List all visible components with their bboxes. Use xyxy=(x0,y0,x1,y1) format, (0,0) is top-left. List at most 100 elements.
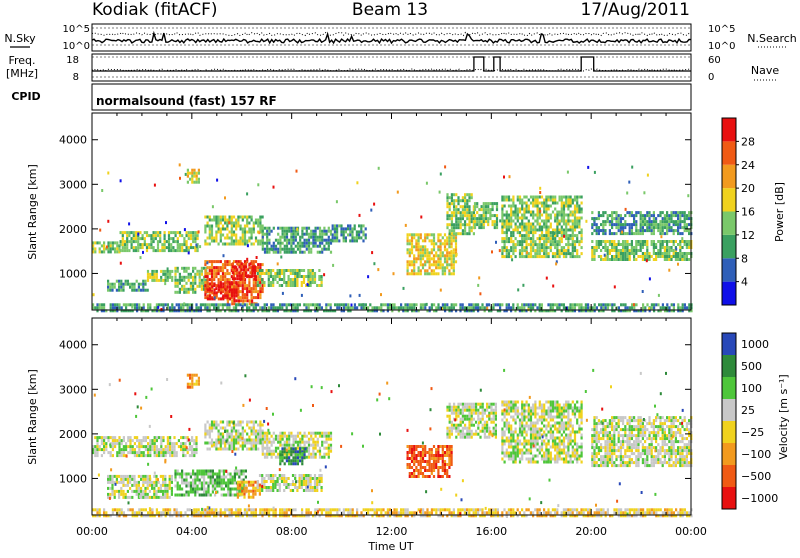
range-gate-cell xyxy=(422,254,424,257)
range-gate-cell xyxy=(532,255,534,258)
range-gate-cell xyxy=(444,272,446,275)
range-gate-cell xyxy=(567,205,569,208)
range-gate-cell xyxy=(359,294,361,297)
range-gate-cell xyxy=(160,448,162,451)
range-gate-cell xyxy=(411,263,413,266)
range-gate-cell xyxy=(655,255,657,258)
range-gate-cell xyxy=(552,199,554,202)
range-gate-cell xyxy=(196,172,198,175)
range-gate-cell xyxy=(578,231,580,234)
range-gate-cell xyxy=(199,245,201,248)
range-gate-cell xyxy=(673,303,675,306)
range-gate-cell xyxy=(501,303,503,306)
range-gate-cell xyxy=(446,254,448,257)
range-gate-cell xyxy=(574,217,576,220)
range-gate-cell xyxy=(179,249,181,252)
range-gate-cell xyxy=(170,249,172,252)
range-gate-cell xyxy=(574,246,576,249)
range-gate-cell xyxy=(326,453,328,456)
range-gate-cell xyxy=(526,255,528,258)
range-gate-cell xyxy=(226,436,228,439)
range-gate-cell xyxy=(310,284,312,287)
range-gate-cell xyxy=(162,454,164,457)
range-gate-cell xyxy=(563,211,565,214)
range-gate-cell xyxy=(555,262,557,265)
range-gate-cell xyxy=(451,306,453,309)
range-gate-cell xyxy=(635,249,637,252)
range-gate-cell xyxy=(449,232,451,235)
range-gate-cell xyxy=(501,214,503,217)
range-gate-cell xyxy=(550,226,552,229)
range-gate-cell xyxy=(213,260,215,263)
range-gate-cell xyxy=(548,214,550,217)
range-gate-cell xyxy=(212,205,214,208)
range-gate-cell xyxy=(262,441,264,444)
range-gate-cell xyxy=(578,217,580,220)
range-gate-cell xyxy=(664,214,666,217)
range-gate-cell xyxy=(160,487,162,490)
range-gate-cell xyxy=(552,196,554,199)
range-gate-cell xyxy=(151,496,153,499)
range-gate-cell xyxy=(572,252,574,255)
range-gate-cell xyxy=(422,266,424,269)
range-gate-cell xyxy=(241,490,243,493)
range-gate-cell xyxy=(567,237,569,240)
range-gate-cell xyxy=(165,270,167,273)
range-gate-cell xyxy=(308,242,310,245)
range-gate-cell xyxy=(572,202,574,205)
range-gate-cell xyxy=(169,436,171,439)
range-gate-cell xyxy=(129,487,131,490)
range-gate-cell xyxy=(315,245,317,248)
range-gate-cell xyxy=(229,293,231,296)
range-gate-cell xyxy=(413,254,415,257)
range-gate-cell xyxy=(633,232,635,235)
range-gate-cell xyxy=(231,237,233,240)
range-gate-cell xyxy=(264,438,266,441)
range-gate-cell xyxy=(218,222,220,225)
range-gate-cell xyxy=(254,271,256,274)
range-gate-cell xyxy=(662,223,664,226)
range-gate-cell xyxy=(174,270,176,273)
range-gate-cell xyxy=(216,294,218,297)
range-gate-cell xyxy=(222,275,224,278)
range-gate-cell xyxy=(437,303,439,306)
range-gate-cell xyxy=(567,229,569,232)
range-gate-cell xyxy=(312,486,314,489)
range-gate-cell xyxy=(451,239,453,242)
range-gate-cell xyxy=(173,445,175,448)
range-gate-cell xyxy=(179,485,181,488)
range-gate-cell xyxy=(515,217,517,220)
range-gate-cell xyxy=(177,494,179,497)
range-gate-cell xyxy=(242,448,244,451)
range-gate-cell xyxy=(532,306,534,309)
range-gate-cell xyxy=(301,483,303,486)
range-gate-cell xyxy=(297,450,299,453)
range-gate-cell xyxy=(277,306,279,309)
range-gate-cell xyxy=(681,226,683,229)
range-gate-cell xyxy=(314,278,316,281)
range-gate-cell xyxy=(679,214,681,217)
range-gate-cell xyxy=(275,306,277,309)
range-gate-cell xyxy=(297,453,299,456)
range-gate-cell xyxy=(248,284,250,287)
range-gate-cell xyxy=(336,306,338,309)
range-gate-cell xyxy=(604,243,606,246)
range-gate-cell xyxy=(679,252,681,255)
range-gate-cell xyxy=(268,489,270,492)
range-gate-cell xyxy=(440,245,442,248)
range-gate-cell xyxy=(418,251,420,254)
range-gate-cell xyxy=(446,199,448,202)
range-gate-cell xyxy=(122,490,124,493)
range-gate-cell xyxy=(191,172,193,175)
range-gate-cell xyxy=(201,482,203,485)
range-gate-cell xyxy=(334,239,336,242)
range-gate-cell xyxy=(222,439,224,442)
range-gate-cell xyxy=(660,306,662,309)
range-gate-cell xyxy=(213,303,215,306)
range-gate-cell xyxy=(94,241,96,244)
range-gate-cell xyxy=(286,230,288,233)
range-gate-cell xyxy=(242,219,244,222)
range-gate-cell xyxy=(418,254,420,257)
range-gate-cell xyxy=(487,211,489,214)
range-gate-cell xyxy=(268,251,270,254)
